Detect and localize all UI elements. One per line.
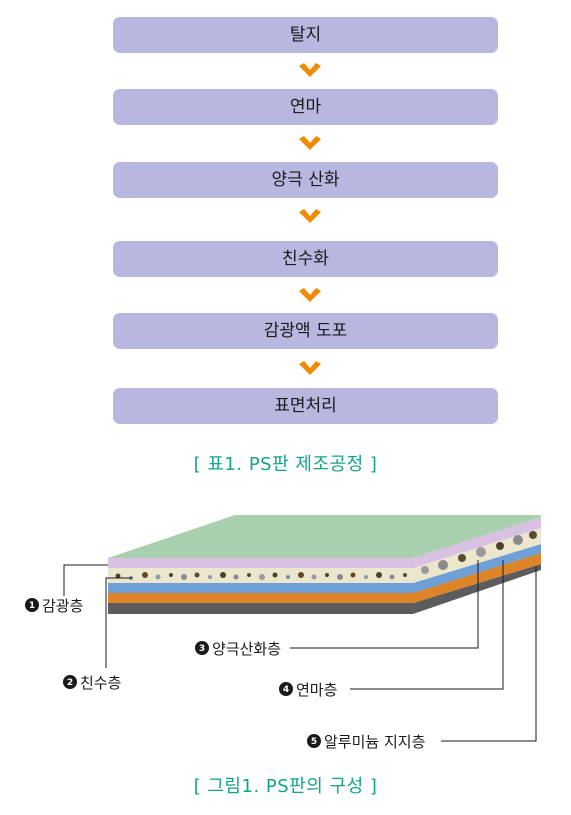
layer-aluminum xyxy=(108,564,541,614)
layer-label-1: 1 감광층 xyxy=(25,597,83,615)
step-photosensitive-coating: 감광액 도포 xyxy=(113,313,498,349)
number-badge-icon xyxy=(307,734,321,748)
layer-label-3: 3 양극산화층 xyxy=(195,640,281,658)
process-caption: [ 표1. PS판 제조공정 ] xyxy=(193,454,378,475)
layer-top-surface xyxy=(108,515,541,558)
step-surface-treatment: 표면처리 xyxy=(113,388,498,424)
number-badge-icon xyxy=(279,682,293,696)
layer-anodized xyxy=(108,544,541,593)
layer-label-4: 4 연마층 xyxy=(279,681,337,699)
svg-text:감광층: 감광층 xyxy=(42,597,83,615)
down-arrow-icon xyxy=(299,288,321,302)
svg-text:2: 2 xyxy=(67,678,73,688)
svg-text:연마층: 연마층 xyxy=(296,681,337,699)
svg-text:친수층: 친수층 xyxy=(80,674,121,692)
step-degreasing: 탈지 xyxy=(113,17,498,53)
svg-text:양극산화층: 양극산화층 xyxy=(212,640,281,658)
down-arrow-icon xyxy=(299,63,321,77)
svg-text:3: 3 xyxy=(199,644,205,654)
svg-text:5: 5 xyxy=(311,737,317,747)
step-anodizing: 양극 산화 xyxy=(113,162,498,198)
layer-label-2: 2 친수층 xyxy=(63,674,121,692)
down-arrow-icon xyxy=(299,136,321,150)
number-badge-icon xyxy=(25,598,39,612)
svg-text:1: 1 xyxy=(29,601,35,611)
leader-lines xyxy=(63,560,537,742)
hydrophilic-particles xyxy=(115,531,537,580)
down-arrow-icon xyxy=(299,209,321,223)
svg-text:4: 4 xyxy=(283,685,289,695)
layer-hydrophilic xyxy=(108,528,541,583)
step-grinding: 연마 xyxy=(113,89,498,125)
layer-photosensitive xyxy=(108,517,541,568)
svg-text:알루미늄 지지층: 알루미늄 지지층 xyxy=(324,733,425,751)
down-arrow-icon xyxy=(299,361,321,375)
step-hydrophilization: 친수화 xyxy=(113,241,498,277)
structure-caption: [ 그림1. PS판의 구성 ] xyxy=(193,776,378,797)
number-badge-icon xyxy=(63,675,77,689)
layer-grained xyxy=(108,553,541,603)
number-badge-icon xyxy=(195,641,209,655)
layer-label-5: 5 알루미늄 지지층 xyxy=(307,733,425,751)
